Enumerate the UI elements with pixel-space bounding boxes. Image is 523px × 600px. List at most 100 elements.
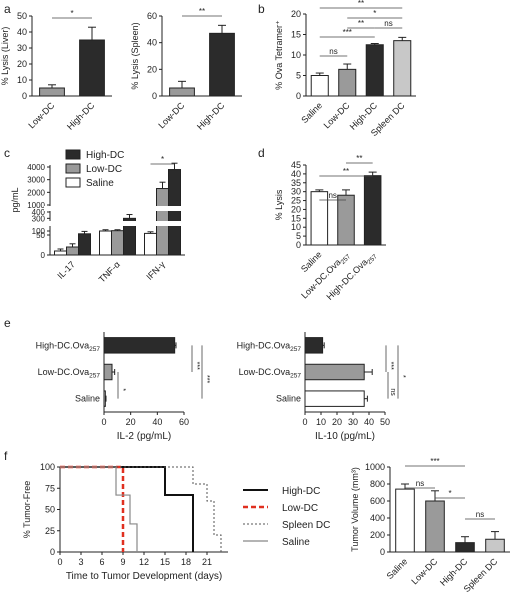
y-axis-label-f: % Tumor-Free bbox=[22, 481, 32, 539]
y-tick-label-a2: 0 bbox=[152, 91, 157, 101]
series-line-f bbox=[60, 465, 125, 552]
category-label-f2: Low-DC bbox=[409, 556, 439, 586]
bar-c bbox=[168, 169, 181, 256]
bar-d bbox=[363, 175, 382, 246]
y-axis-label-a2: % Lysis (Spleen) bbox=[130, 22, 140, 89]
series-line-f bbox=[60, 466, 194, 552]
y-tick-label-b: 15 bbox=[291, 30, 301, 40]
y-tick-label-d: 45 bbox=[291, 160, 301, 170]
y-axis-label-a: % Lysis (Liver) bbox=[0, 27, 10, 86]
sig-b-label: ** bbox=[358, 0, 364, 8]
y-tick-label-d: 35 bbox=[291, 178, 301, 188]
bar-a2 bbox=[209, 32, 235, 97]
bar-b bbox=[365, 44, 384, 97]
y-tick-label-a2: 20 bbox=[147, 64, 157, 74]
y-tick-label-a2: 40 bbox=[147, 38, 157, 48]
sig-b-label: ** bbox=[358, 19, 364, 28]
bar-a2 bbox=[169, 87, 195, 97]
sig-e-label: * bbox=[119, 388, 126, 391]
category-label-e: Low-DC.Ova257 bbox=[38, 367, 101, 380]
bar-e bbox=[103, 390, 106, 407]
category-label-f2: Saline bbox=[385, 556, 410, 581]
y-tick-label-a: 50 bbox=[17, 11, 27, 21]
bar-f2 bbox=[395, 488, 415, 553]
x-tick-label-e2: 30 bbox=[348, 417, 358, 427]
y-tick-label-f: 25 bbox=[45, 526, 55, 536]
x-tick-label-e2: 20 bbox=[332, 417, 342, 427]
bar-a bbox=[79, 39, 105, 97]
x-tick-label-e2: 50 bbox=[380, 417, 390, 427]
sig-e2-label: * bbox=[399, 375, 406, 378]
bar-b bbox=[310, 75, 329, 97]
sig-f2-label: ns bbox=[476, 510, 484, 519]
x-tick-label-f: 6 bbox=[99, 557, 104, 567]
bar-f2 bbox=[425, 500, 445, 553]
category-label-c: IFN-γ bbox=[144, 259, 167, 282]
sig-d-label: ** bbox=[356, 154, 362, 163]
legend-label-c: Saline bbox=[86, 178, 114, 189]
y-tick-label-d: 15 bbox=[291, 213, 301, 223]
y-tick-label-f: 50 bbox=[45, 505, 55, 515]
y-tick-label-a: 10 bbox=[17, 75, 27, 85]
category-label-a2: Low-DC bbox=[156, 100, 186, 130]
panel-label-e: e bbox=[4, 316, 11, 330]
category-label-c: TNF-α bbox=[97, 259, 122, 284]
y-tick-label-f2: 400 bbox=[370, 513, 385, 523]
x-tick-label-e2: 0 bbox=[302, 417, 307, 427]
sig-b-label: * bbox=[373, 9, 376, 18]
sig-f2-label: * bbox=[448, 489, 451, 498]
y-tick-label-d: 5 bbox=[296, 231, 301, 241]
sig-e2-label: *** bbox=[387, 362, 394, 370]
y-tick-label-b: 5 bbox=[296, 71, 301, 81]
legend-label-f: Low-DC bbox=[282, 503, 318, 514]
legend-label-f: Saline bbox=[282, 537, 310, 548]
x-tick-label-f: 3 bbox=[78, 557, 83, 567]
y-tick-label-a: 0 bbox=[22, 91, 27, 101]
legend-swatch-c bbox=[65, 163, 81, 174]
panel-label-f: f bbox=[4, 449, 8, 463]
x-tick-label-f: 18 bbox=[181, 557, 191, 567]
y-tick-label-f: 0 bbox=[50, 547, 55, 557]
bar-b bbox=[338, 68, 357, 97]
bar-e2 bbox=[304, 337, 324, 354]
sig-d-label: ** bbox=[343, 167, 349, 176]
bar-c bbox=[66, 246, 79, 256]
category-label-d: High-DC.Ova257 bbox=[324, 249, 379, 304]
y-tick-label-d: 30 bbox=[291, 187, 301, 197]
category-label-e: Saline bbox=[75, 394, 100, 404]
bar-b bbox=[393, 40, 412, 97]
x-tick-label-f: 0 bbox=[57, 557, 62, 567]
y-tick-label-b: 10 bbox=[291, 50, 301, 60]
y-tick-label-d: 20 bbox=[291, 204, 301, 214]
legend-label-c: Low-DC bbox=[86, 164, 122, 175]
bar-e bbox=[103, 363, 113, 381]
x-tick-label-e: 40 bbox=[152, 417, 162, 427]
y-tick-label-c: 1000 bbox=[27, 201, 45, 210]
y-tick-label-a: 20 bbox=[17, 59, 27, 69]
legend-label-f: Spleen DC bbox=[282, 520, 330, 531]
sig-b-label: *** bbox=[343, 28, 352, 37]
bar-f2 bbox=[485, 538, 505, 553]
category-label-e2: Saline bbox=[276, 394, 301, 404]
category-label-d: Saline bbox=[299, 249, 324, 274]
y-axis-label-d: % Lysis bbox=[274, 189, 284, 220]
y-axis-label-f2: Tumor Volume (mm³) bbox=[350, 467, 360, 552]
x-axis-label-f: Time to Tumor Development (days) bbox=[66, 571, 222, 582]
bar-c bbox=[54, 250, 67, 256]
x-tick-label-e: 60 bbox=[179, 417, 189, 427]
legend-swatch-c bbox=[65, 177, 81, 188]
y-tick-label-c: 100 bbox=[32, 227, 46, 236]
axis-break-c bbox=[44, 206, 187, 211]
y-tick-label-b: 0 bbox=[296, 91, 301, 101]
y-tick-label-f2: 200 bbox=[370, 530, 385, 540]
y-tick-label-d: 10 bbox=[291, 222, 301, 232]
y-tick-label-c: 400 bbox=[32, 208, 46, 217]
x-tick-label-f: 12 bbox=[139, 557, 149, 567]
panel-label-c: c bbox=[4, 146, 10, 160]
bar-c bbox=[111, 230, 124, 256]
y-tick-label-c: 0 bbox=[41, 251, 46, 260]
legend-label-c: High-DC bbox=[86, 150, 124, 161]
category-label-a: High-DC bbox=[65, 100, 97, 132]
x-tick-label-e2: 40 bbox=[364, 417, 374, 427]
